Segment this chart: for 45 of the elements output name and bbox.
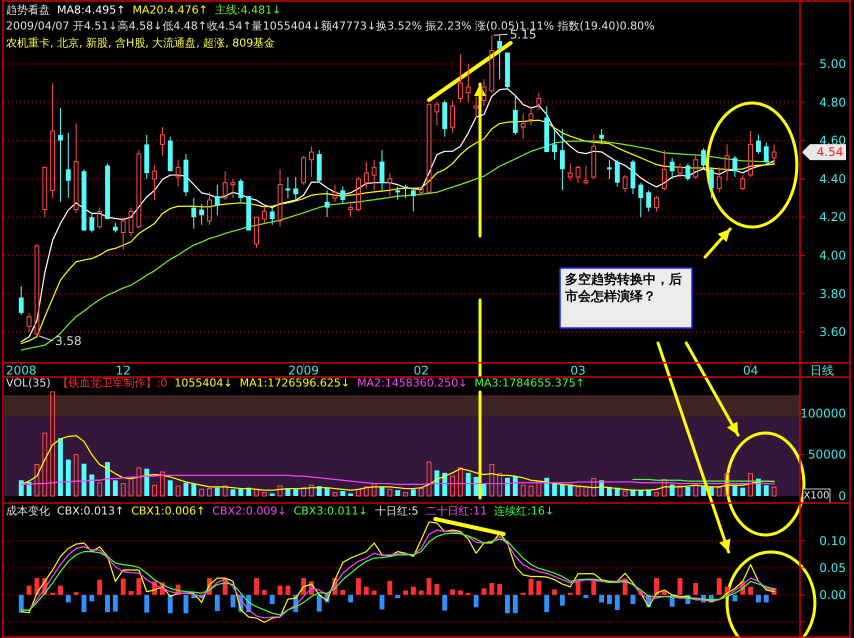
ytick: 0.00 — [819, 588, 846, 602]
header: VOL(35) — [6, 376, 51, 390]
ytick: 3.60 — [819, 325, 846, 340]
ytick: 3.80 — [819, 286, 846, 301]
text: 日线 — [810, 364, 834, 378]
ytick: 0 — [838, 488, 846, 503]
legend: MA1:1726596.625↓ — [240, 376, 350, 390]
xtick: 04 — [742, 364, 758, 378]
header: 【铁血党卫军制作】:0 — [58, 376, 168, 390]
xtick: 2008 — [6, 364, 37, 378]
xtick: 2009 — [288, 364, 319, 378]
legend: MA20:4.476↑ — [132, 4, 208, 16]
xtick: 03 — [570, 364, 586, 378]
header: 成本变化 — [6, 504, 50, 518]
legend: MA3:1784655.375↑ — [474, 376, 585, 390]
legend: 主线:4.481↓ — [214, 4, 282, 16]
ytick: 4.00 — [819, 248, 846, 262]
ytick: 4.20 — [819, 210, 846, 224]
text: 4.54 — [816, 145, 844, 160]
header: 二十日红:11 — [425, 504, 488, 518]
legend: CBX3:0.011↓ — [294, 504, 368, 518]
header: CBX:0.013↑ — [57, 504, 124, 518]
header: 农机重卡, 北京, 新股, 含H股, 大流通盘, 超涨, 809基金 — [6, 36, 276, 50]
ytick: 0.05 — [819, 560, 846, 575]
header: 连续红:16↓ — [494, 504, 554, 518]
text: X100 — [804, 490, 830, 502]
xtick: 12 — [116, 364, 131, 378]
ytick: 4.80 — [819, 95, 846, 110]
annotation: 3.58 — [54, 334, 82, 348]
header: 趋势看盘 — [6, 4, 50, 16]
ytick: 50000 — [808, 448, 846, 462]
ytick: 4.40 — [819, 172, 846, 186]
ytick: 5.00 — [819, 57, 846, 71]
annotation: 多空趋势转换中，后市会怎样演绎？ — [564, 272, 682, 304]
legend: MA2:1458360.250↓ — [357, 376, 468, 390]
legend: MA8:4.495↑ — [57, 4, 126, 16]
ytick: 100000 — [800, 406, 846, 420]
ytick: 0.10 — [819, 534, 846, 548]
legend: CBX2:0.009↓ — [212, 504, 287, 518]
xtick: 02 — [414, 364, 429, 378]
header: 十日红:5 — [374, 504, 418, 518]
legend: CBX1:0.006↑ — [131, 504, 206, 518]
ytick: 4.60 — [819, 134, 846, 148]
note: 多空趋势转换中，后市会怎样演绎？ — [559, 267, 693, 329]
header: 1055404↓ — [174, 376, 233, 390]
